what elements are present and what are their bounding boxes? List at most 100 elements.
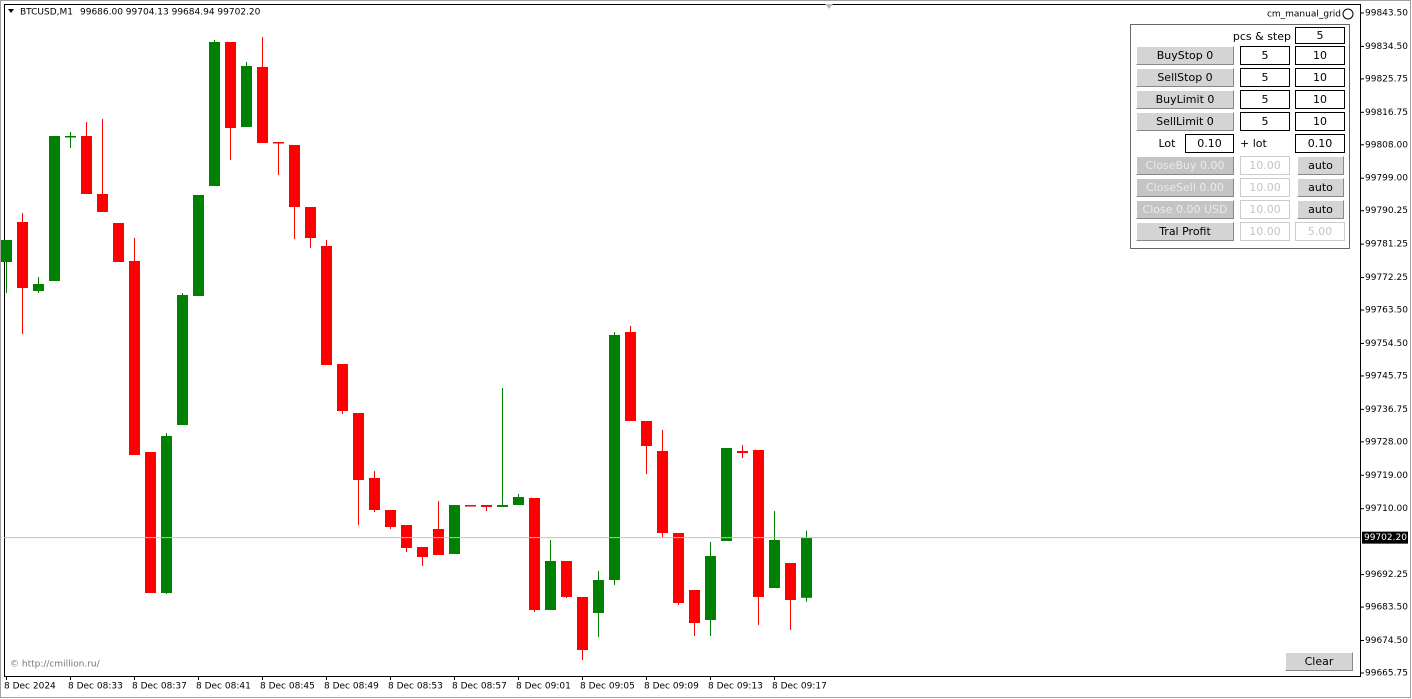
order-button[interactable]: BuyStop 0 [1136,46,1234,65]
y-tick-label: 99834.50 [1365,42,1408,52]
auto-button[interactable]: auto [1297,178,1344,197]
count-input[interactable]: 5 [1240,68,1290,87]
candle-body [145,451,156,594]
candle-body [609,334,620,580]
lot-input[interactable]: 0.10 [1185,134,1234,153]
candle-body [769,539,780,588]
candle-body [97,194,108,212]
step-input[interactable]: 10 [1295,112,1345,131]
control-panel: pcs & step 5 BuyStop 0 5 10 SellStop 0 5 10 BuyL… [1130,24,1350,249]
candle-body [129,260,140,455]
close-value-input[interactable]: 10.00 [1240,178,1290,197]
close-value-input[interactable]: 10.00 [1240,156,1290,175]
candle-body [401,524,412,549]
tral-button[interactable]: Tral Profit [1136,222,1234,241]
y-tick-label: 99825.75 [1365,74,1408,84]
candle-body [113,222,124,262]
tral-step-input[interactable]: 5.00 [1295,222,1345,241]
order-button[interactable]: BuyLimit 0 [1136,90,1234,109]
candle-body [369,477,380,510]
shift-marker [825,4,833,9]
close-button[interactable]: Close 0.00 USD [1136,200,1234,219]
candle-body [785,563,796,600]
y-tick-label: 99799.00 [1365,174,1408,184]
auto-button[interactable]: auto [1297,156,1344,175]
y-tick-label: 99745.75 [1365,371,1408,381]
candle-body [689,590,700,624]
smiley-icon [1342,8,1354,20]
candle-body [737,450,748,453]
candle-body [753,449,764,597]
candle-body [801,537,812,598]
candle-body [545,561,556,610]
x-tick-label: 8 Dec 09:05 [580,682,635,692]
panel-title: cm_manual_grid [1267,10,1341,20]
y-tick-label: 99772.25 [1365,273,1408,283]
close-button[interactable]: CloseSell 0.00 [1136,178,1234,197]
y-tick-label: 99736.75 [1365,405,1408,415]
y-tick-label: 99843.50 [1365,8,1408,18]
candle-body [529,497,540,610]
candle-body [705,555,716,621]
y-tick-label: 99816.75 [1365,108,1408,118]
x-tick-label: 8 Dec 08:45 [260,682,315,692]
pcs-step-label: pcs & step [1232,29,1291,43]
candle-body [305,206,316,239]
close-value-input[interactable]: 10.00 [1240,200,1290,219]
candle-body [17,221,28,288]
step-input[interactable]: 10 [1295,90,1345,109]
candle-body [385,509,396,527]
candle-body [577,596,588,651]
plot-frame [4,4,1361,677]
tral-start-input[interactable]: 10.00 [1240,222,1290,241]
x-tick-label: 8 Dec 08:49 [324,682,379,692]
candle-body [497,505,508,507]
candle-body [337,363,348,411]
candle-body [225,41,236,128]
y-tick-label: 99790.25 [1365,206,1408,216]
candle-body [625,331,636,421]
y-tick-label: 99763.50 [1365,306,1408,316]
candle-body [449,505,460,554]
count-input[interactable]: 5 [1240,112,1290,131]
close-button[interactable]: CloseBuy 0.00 [1136,156,1234,175]
x-tick-label: 8 Dec 08:41 [196,682,251,692]
candle-body [721,447,732,541]
candle-body [65,136,76,138]
step-input[interactable]: 10 [1295,46,1345,65]
candle-body [33,284,44,291]
y-tick-label: 99754.50 [1365,339,1408,349]
candle-body [241,65,252,127]
y-tick-label: 99719.00 [1365,471,1408,481]
candle-body [49,136,60,281]
order-button[interactable]: SellLimit 0 [1136,112,1234,131]
x-tick-label: 8 Dec 08:53 [388,682,443,692]
candle-body [289,144,300,207]
auto-button[interactable]: auto [1297,200,1344,219]
order-button[interactable]: SellStop 0 [1136,68,1234,87]
y-tick-label: 99710.00 [1365,504,1408,514]
lot-label: Lot [1158,137,1176,150]
x-tick-label: 8 Dec 09:09 [644,682,699,692]
count-input[interactable]: 5 [1240,46,1290,65]
x-tick-label: 8 Dec 08:57 [452,682,507,692]
y-tick-label: 99728.00 [1365,437,1408,447]
pcs-step-input[interactable]: 5 [1295,27,1345,44]
candle-body [193,195,204,296]
step-input[interactable]: 10 [1295,68,1345,87]
count-input[interactable]: 5 [1240,90,1290,109]
ohlc: 99686.00 99704.13 99684.94 99702.20 [80,8,261,18]
candle-body [161,435,172,594]
candle-body [513,496,524,506]
x-tick-label: 8 Dec 2024 [4,682,56,692]
y-tick-label: 99683.50 [1365,603,1408,613]
price-label-box [1362,531,1408,544]
clear-button[interactable]: Clear [1285,652,1353,671]
candle-body [481,505,492,507]
plus-lot-input[interactable]: 0.10 [1295,134,1345,153]
price-label: 99702.20 [1364,533,1407,543]
y-tick-label: 99674.50 [1365,636,1408,646]
plus-lot-label: + lot [1240,137,1267,150]
candle-body [209,41,220,186]
